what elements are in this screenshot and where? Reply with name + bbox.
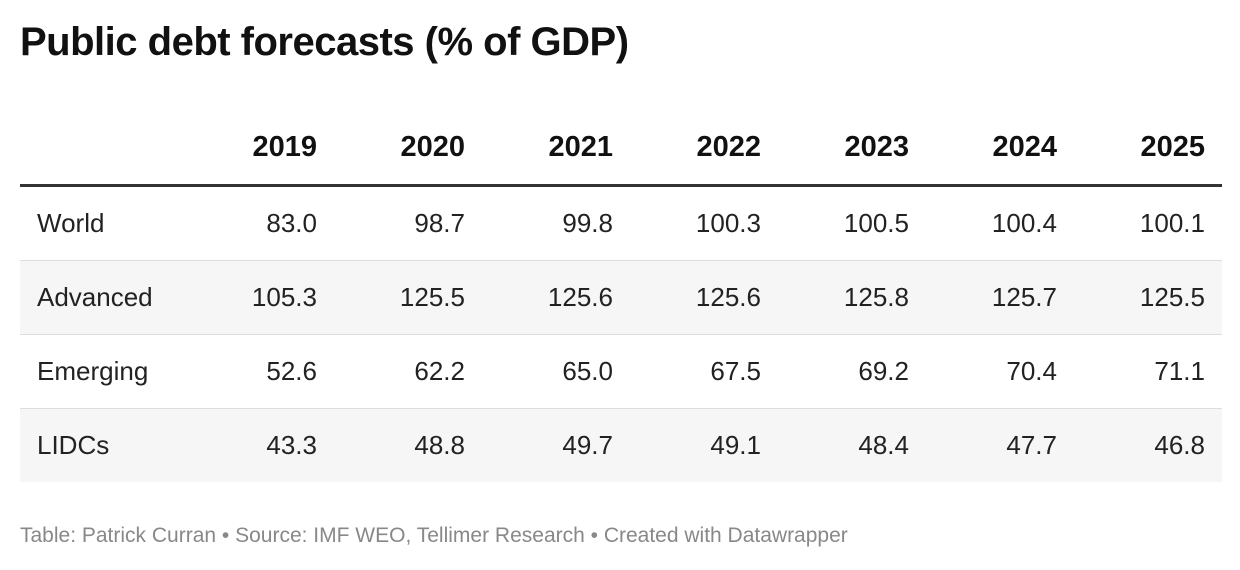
value-cell-2025: 71.1: [1074, 334, 1222, 409]
row-label: LIDCs: [20, 408, 186, 482]
value-cell-2020: 98.7: [334, 185, 482, 261]
value-cell-2025: 100.1: [1074, 185, 1222, 261]
debt-table: 2019 2020 2021 2022 2023 2024 2025 World 83.0 98…: [20, 110, 1222, 482]
data-table-container: 2019 2020 2021 2022 2023 2024 2025 World 83.0 98…: [20, 110, 1222, 482]
value-cell-2022: 49.1: [630, 408, 778, 482]
column-header-2023: 2023: [778, 110, 926, 187]
value-cell-2021: 125.6: [482, 260, 630, 335]
value-cell-2022: 125.6: [630, 260, 778, 335]
value-cell-2019: 105.3: [186, 260, 334, 335]
value-cell-2024: 100.4: [926, 185, 1074, 261]
column-header-2022: 2022: [630, 110, 778, 187]
row-label: Advanced: [20, 260, 186, 335]
table-row-lidcs: LIDCs 43.3 48.8 49.7 49.1 48.4 47.7 46.8: [20, 408, 1222, 482]
source-footer: Table: Patrick Curran • Source: IMF WEO,…: [20, 524, 848, 547]
value-cell-2025: 125.5: [1074, 260, 1222, 335]
column-header-2024: 2024: [926, 110, 1074, 187]
value-cell-2021: 49.7: [482, 408, 630, 482]
value-cell-2019: 83.0: [186, 185, 334, 261]
value-cell-2025: 46.8: [1074, 408, 1222, 482]
column-header-2020: 2020: [334, 110, 482, 187]
row-label: World: [20, 185, 186, 261]
value-cell-2020: 62.2: [334, 334, 482, 409]
table-row-advanced: Advanced 105.3 125.5 125.6 125.6 125.8 125.7 12…: [20, 260, 1222, 335]
value-cell-2024: 47.7: [926, 408, 1074, 482]
header-empty-cell: [20, 110, 186, 187]
row-label: Emerging: [20, 334, 186, 409]
value-cell-2022: 67.5: [630, 334, 778, 409]
table-row-world: World 83.0 98.7 99.8 100.3 100.5 100.4 100.1: [20, 185, 1222, 261]
value-cell-2023: 125.8: [778, 260, 926, 335]
value-cell-2022: 100.3: [630, 185, 778, 261]
header-row: 2019 2020 2021 2022 2023 2024 2025: [20, 110, 1222, 187]
value-cell-2020: 125.5: [334, 260, 482, 335]
value-cell-2023: 100.5: [778, 185, 926, 261]
value-cell-2019: 52.6: [186, 334, 334, 409]
value-cell-2023: 69.2: [778, 334, 926, 409]
value-cell-2021: 99.8: [482, 185, 630, 261]
value-cell-2019: 43.3: [186, 408, 334, 482]
column-header-2025: 2025: [1074, 110, 1222, 187]
value-cell-2024: 125.7: [926, 260, 1074, 335]
page-title: Public debt forecasts (% of GDP): [20, 20, 629, 64]
column-header-2019: 2019: [186, 110, 334, 187]
value-cell-2024: 70.4: [926, 334, 1074, 409]
table-row-emerging: Emerging 52.6 62.2 65.0 67.5 69.2 70.4 71.1: [20, 334, 1222, 409]
column-header-2021: 2021: [482, 110, 630, 187]
value-cell-2023: 48.4: [778, 408, 926, 482]
value-cell-2020: 48.8: [334, 408, 482, 482]
value-cell-2021: 65.0: [482, 334, 630, 409]
table-body: World 83.0 98.7 99.8 100.3 100.5 100.4 100.1 Adv…: [20, 185, 1222, 482]
